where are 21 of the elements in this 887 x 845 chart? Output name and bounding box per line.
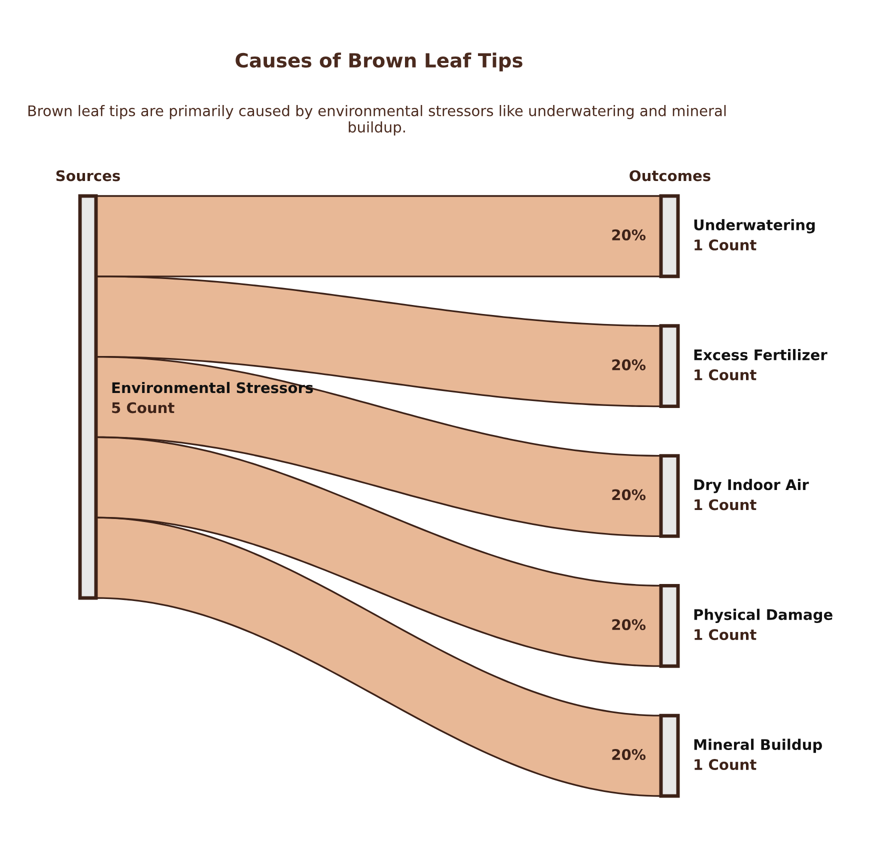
series-label: Environmental Stressors xyxy=(112,382,313,394)
text: 1 Count xyxy=(694,759,756,770)
category-label: Mineral Buildup xyxy=(694,738,822,753)
category-label: Dry Indoor Air xyxy=(694,478,809,494)
text: 1 Count xyxy=(694,629,756,640)
text: 1 Count xyxy=(694,369,756,380)
text: Brown leaf tips are primarily caused by environmental stressors like underwatering and mineral buildup. xyxy=(28,105,726,136)
data-label: 20% xyxy=(612,359,646,370)
data-label: 20% xyxy=(612,489,646,500)
text: Sources xyxy=(56,170,120,182)
text: 1 Count xyxy=(694,239,756,250)
text: Outcomes xyxy=(630,170,710,182)
category-label: Physical Damage xyxy=(694,608,832,624)
text: Causes of Brown Leaf Tips xyxy=(236,52,522,72)
data-label: 20% xyxy=(612,619,646,630)
category-label: Underwatering xyxy=(694,219,815,234)
data-label: 20% xyxy=(612,229,646,240)
category-label: Excess Fertilizer xyxy=(694,349,828,360)
text: 1 Count xyxy=(694,499,756,510)
text: 5 Count xyxy=(112,402,174,414)
data-label: 20% xyxy=(612,749,646,760)
